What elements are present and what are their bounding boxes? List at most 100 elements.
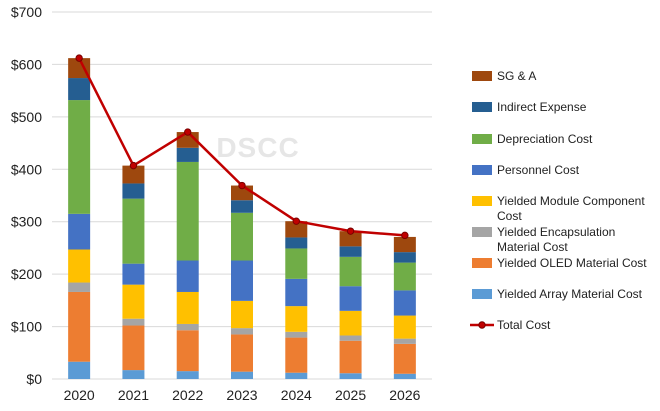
legend-item: Yielded Encapsulation Material Cost — [472, 225, 615, 254]
bar-segment — [393, 236, 416, 253]
bar-segment — [68, 282, 91, 292]
total-cost-point — [184, 128, 192, 136]
legend-label: Yielded Array Material Cost — [497, 287, 643, 301]
bar-segment — [285, 306, 308, 332]
bar-stacks — [68, 58, 416, 379]
legend-item: Personnel Cost — [472, 163, 580, 177]
bar-segment — [68, 291, 91, 362]
bar-segment — [393, 290, 416, 316]
bar-segment — [231, 371, 253, 379]
bar-segment — [339, 246, 362, 257]
bar-segment — [339, 256, 362, 287]
bar-stack-2023 — [231, 185, 253, 379]
total-cost-line-layer — [75, 54, 409, 240]
legend-swatch — [472, 165, 492, 175]
bar-segment — [393, 338, 416, 344]
bar-segment — [231, 334, 253, 372]
legend-swatch — [472, 102, 492, 112]
legend-label: Personnel Cost — [497, 163, 580, 177]
y-tick-label: $500 — [11, 109, 42, 125]
bar-stack-2020 — [68, 58, 91, 379]
legend-item: Yielded Module Component Cost — [472, 194, 645, 223]
bar-segment — [176, 161, 199, 261]
bar-segment — [231, 212, 253, 261]
legend-label: Yielded Module Component Cost — [497, 194, 645, 223]
bar-segment — [231, 300, 253, 329]
bar-segment — [285, 372, 308, 379]
bar-segment — [68, 249, 91, 283]
x-tick-label: 2025 — [335, 387, 366, 403]
legend-swatch — [472, 71, 492, 81]
bar-segment — [176, 260, 199, 292]
legend-label: Total Cost — [497, 318, 551, 332]
legend-swatch — [472, 196, 492, 206]
bar-segment — [231, 200, 253, 213]
bar-segment — [285, 278, 308, 307]
bar-segment — [339, 340, 362, 374]
bar-segment — [285, 337, 308, 373]
bar-segment — [393, 315, 416, 339]
bar-segment — [339, 373, 362, 379]
bar-segment — [393, 252, 416, 263]
legend-swatch — [472, 227, 492, 237]
bar-segment — [122, 370, 145, 379]
legend: SG & A Indirect Expense Depreciation Cost P… — [470, 69, 647, 332]
bar-segment — [122, 183, 145, 199]
bar-segment — [285, 237, 308, 249]
y-tick-label: $300 — [11, 214, 42, 230]
x-tick-label: 2021 — [118, 387, 149, 403]
legend-item: SG & A — [472, 69, 536, 83]
bar-segment — [176, 291, 199, 324]
legend-item: Yielded Array Material Cost — [472, 287, 643, 301]
legend-item: Yielded OLED Material Cost — [472, 256, 647, 270]
bar-segment — [339, 310, 362, 336]
bar-stack-2021 — [122, 165, 145, 379]
legend-item: Indirect Expense — [472, 100, 587, 114]
bar-segment — [122, 165, 145, 184]
bar-segment — [68, 58, 91, 79]
x-tick-label: 2020 — [64, 387, 95, 403]
x-tick-label: 2023 — [226, 387, 257, 403]
bar-segment — [176, 371, 199, 379]
total-cost-point — [346, 227, 355, 235]
y-tick-label: $700 — [11, 4, 42, 20]
bar-segment — [68, 361, 91, 379]
legend-marker — [478, 321, 486, 329]
bar-segment — [122, 284, 145, 319]
total-cost-point — [129, 161, 138, 170]
bar-segment — [176, 323, 199, 331]
bar-segment — [339, 286, 362, 311]
legend-label: Indirect Expense — [497, 100, 587, 114]
bar-segment — [231, 328, 253, 335]
x-tick-label: 2026 — [389, 387, 420, 403]
bar-segment — [231, 260, 253, 301]
bar-segment — [393, 373, 416, 379]
total-cost-point — [401, 231, 409, 240]
y-tick-label: $0 — [26, 371, 42, 387]
y-tick-label: $400 — [11, 161, 42, 177]
y-tick-label: $600 — [11, 56, 42, 72]
bar-segment — [122, 318, 145, 326]
y-tick-label: $200 — [11, 266, 42, 282]
bar-segment — [68, 78, 91, 101]
legend-label: Depreciation Cost — [497, 132, 593, 146]
total-cost-point — [75, 54, 83, 62]
x-tick-label: 2024 — [281, 387, 312, 403]
legend-label: Yielded OLED Material Cost — [497, 256, 647, 270]
bar-segment — [393, 262, 416, 291]
legend-label: SG & A — [497, 69, 536, 83]
bar-segment — [285, 248, 308, 279]
bar-stack-2024 — [285, 221, 308, 379]
bar-segment — [339, 335, 362, 341]
bar-segment — [285, 331, 308, 338]
total-cost-point — [292, 217, 300, 225]
legend-item: Total Cost — [470, 318, 551, 332]
y-axis-tick-labels: $0 $100 $200 $300 $400 $500 $600 $700 — [11, 4, 42, 387]
bar-stack-2025 — [339, 231, 362, 379]
bar-segment — [339, 231, 362, 247]
x-axis-tick-labels: 2020 2021 2022 2023 2024 2025 2026 — [64, 387, 421, 403]
bar-segment — [122, 263, 145, 285]
legend-item: Depreciation Cost — [472, 132, 593, 146]
bar-stack-2026 — [393, 236, 416, 379]
